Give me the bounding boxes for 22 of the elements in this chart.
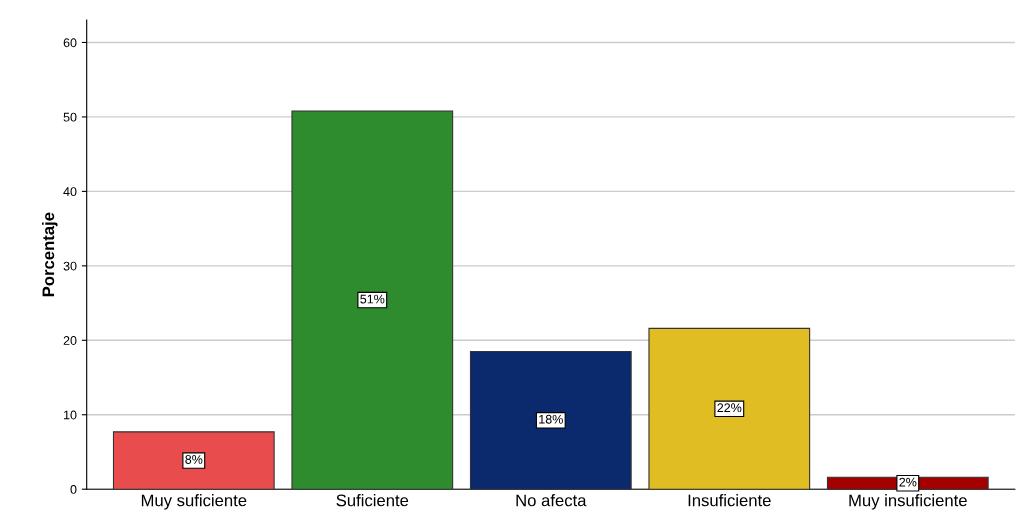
data-label: 18%: [539, 414, 563, 424]
y-tick-label: 50: [63, 112, 77, 122]
data-label: 8%: [185, 455, 203, 464]
y-axis-title: Porcentaje: [41, 212, 58, 297]
y-tick-label: 40: [63, 187, 77, 197]
x-tick-label: Muy insuficiente: [849, 494, 967, 510]
data-label: 2%: [899, 477, 917, 487]
y-tick-label: 0: [70, 484, 77, 494]
y-tick-label: 30: [63, 261, 77, 271]
x-tick-label: Muy suficiente: [141, 494, 247, 510]
x-tick-label: Insuficiente: [688, 494, 771, 507]
bar: [469, 350, 632, 490]
x-tick-label: Suficiente: [336, 494, 409, 507]
x-tick-label: No afecta: [516, 494, 587, 507]
y-tick-label: 60: [63, 38, 77, 48]
bar: [112, 431, 275, 490]
bar: [291, 110, 454, 490]
data-label: 22%: [717, 403, 742, 413]
y-tick-label: 10: [64, 410, 77, 420]
data-label: 51%: [360, 294, 385, 304]
bar: [648, 327, 811, 490]
y-tick-label: 20: [63, 336, 77, 345]
